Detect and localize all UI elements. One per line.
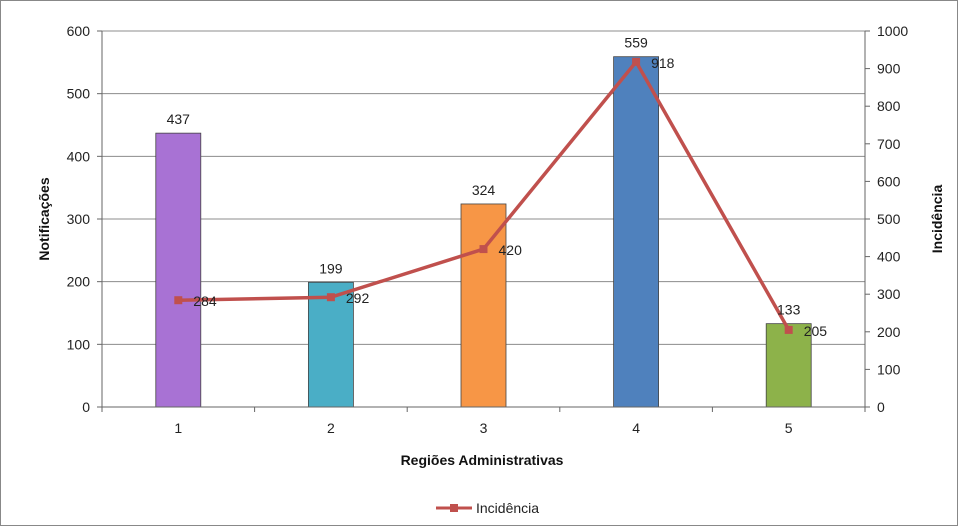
line-data-labels: 284 292 420 918 205	[193, 55, 827, 339]
x-tick-label: 5	[785, 420, 793, 436]
bar	[613, 56, 659, 408]
right-axis-ticks: 0 100 200 300 400 500 600 700 800 900 1000	[865, 23, 908, 415]
right-tick-label: 700	[877, 136, 901, 152]
incidence-marker	[479, 245, 488, 254]
right-tick-label: 1000	[877, 23, 908, 39]
right-tick-label: 0	[877, 399, 885, 415]
x-tick-label: 2	[327, 420, 335, 436]
legend-marker	[450, 504, 458, 512]
right-tick-label: 500	[877, 211, 901, 227]
x-axis-ticks: 1 2 3 4 5	[101, 407, 866, 436]
right-tick-label: 900	[877, 61, 901, 77]
left-tick-label: 400	[67, 148, 91, 164]
right-tick-label: 300	[877, 286, 901, 302]
left-axis-ticks: 0 100 200 300 400 500 600	[67, 23, 102, 415]
y-axis-title: Notificações	[36, 177, 52, 260]
incidence-value-label: 918	[651, 55, 675, 71]
bar-value-label: 559	[624, 35, 648, 51]
right-tick-label: 100	[877, 361, 901, 377]
bar	[765, 323, 812, 408]
incidence-marker	[632, 57, 641, 66]
x-tick-label: 3	[480, 420, 488, 436]
bar	[155, 132, 202, 408]
incidence-marker	[326, 293, 335, 302]
left-tick-label: 100	[67, 336, 91, 352]
legend: Incidência	[436, 500, 539, 516]
incidence-marker	[174, 296, 183, 305]
left-tick-label: 200	[67, 274, 91, 290]
left-tick-label: 300	[67, 211, 91, 227]
incidence-value-label: 205	[804, 323, 828, 339]
incidence-marker	[784, 325, 793, 334]
y2-axis-title: Incidência	[929, 185, 945, 254]
x-axis-title: Regiões Administrativas	[401, 452, 564, 468]
incidence-value-label: 420	[499, 242, 523, 258]
x-tick-label: 1	[174, 420, 182, 436]
legend-label: Incidência	[476, 500, 539, 516]
bar-data-labels: 437 199 324 559 133	[167, 35, 801, 318]
bar	[460, 203, 507, 408]
left-tick-label: 0	[82, 399, 90, 415]
bar	[307, 281, 354, 408]
incidence-value-label: 284	[193, 293, 217, 309]
right-tick-label: 800	[877, 98, 901, 114]
x-tick-label: 4	[632, 420, 640, 436]
right-tick-label: 600	[877, 173, 901, 189]
bar-value-label: 324	[472, 182, 496, 198]
gridlines	[102, 30, 865, 345]
right-tick-label: 200	[877, 324, 901, 340]
bar-value-label: 133	[777, 302, 801, 318]
incidence-value-label: 292	[346, 290, 370, 306]
left-tick-label: 500	[67, 86, 91, 102]
left-tick-label: 600	[67, 23, 91, 39]
right-tick-label: 400	[877, 249, 901, 265]
bar-value-label: 199	[319, 260, 343, 276]
bar-series	[155, 56, 812, 408]
bar-value-label: 437	[167, 111, 191, 127]
line-series	[174, 57, 793, 334]
